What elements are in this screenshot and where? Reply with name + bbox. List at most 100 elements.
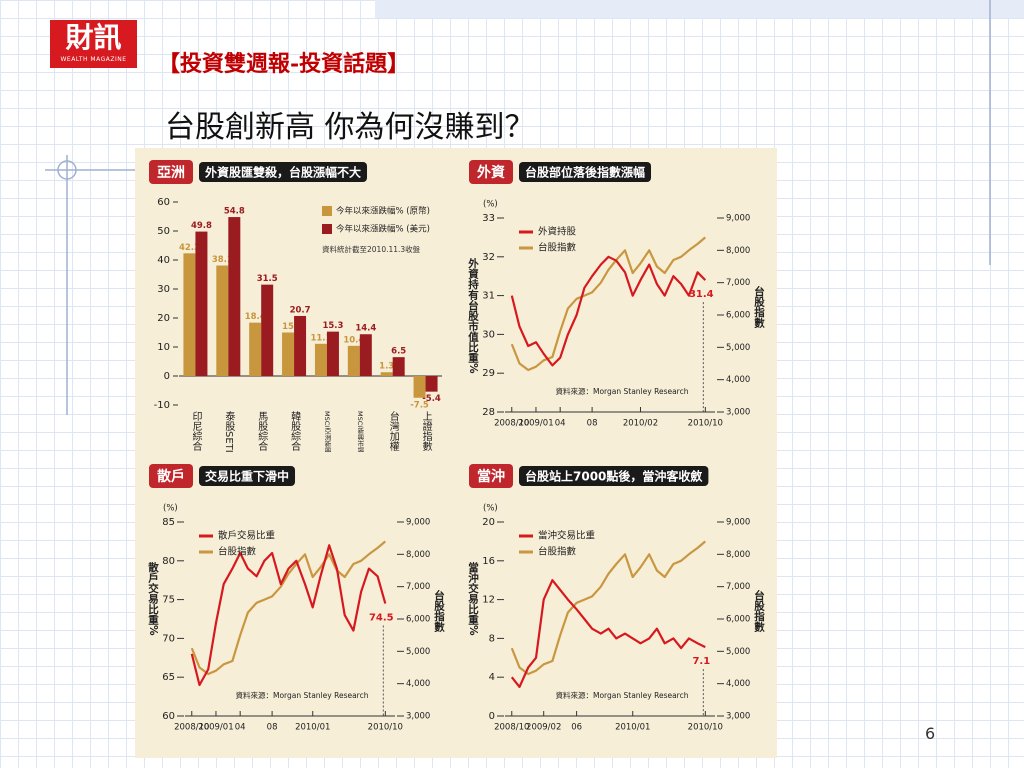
- y2-tick-label: 9,000: [726, 518, 750, 528]
- y-axis-title: 外資持有台股市值比重%: [467, 257, 479, 374]
- title-badge: [199, 162, 368, 182]
- y-tick-label: 75: [162, 595, 175, 606]
- x-tick-label: 06: [571, 723, 582, 733]
- legend-label: 台股指數: [538, 242, 577, 254]
- y2-tick-label: 3,000: [406, 712, 430, 722]
- bar-value-label: 54.8: [224, 207, 245, 217]
- title-badge: [519, 162, 652, 182]
- y2-tick-label: 8,000: [406, 550, 430, 560]
- chart-title: 交易比重下滑中: [205, 469, 289, 484]
- chart-tag: 外資: [477, 164, 505, 181]
- legend-label: 今年以來漲跌幅% (原幣): [336, 206, 430, 217]
- bar-value-label: 18.4: [245, 312, 266, 322]
- x-tick-label: 2010/10: [368, 723, 403, 733]
- y2-tick-label: 7,000: [406, 582, 430, 592]
- y2-axis-title: 台股指數: [753, 589, 765, 633]
- y-tick-label: 0: [164, 371, 170, 382]
- y-tick-label: 30: [482, 329, 495, 340]
- bar-value-label: -5.4: [422, 394, 441, 404]
- chart-panel: 外資 台股部位落後指數漲幅 28 29 30 31 32 33 3,000 4,000 5,000 6…: [467, 160, 765, 429]
- legend-swatch: [322, 224, 332, 234]
- source-note: 資料來源：Morgan Stanley Research: [556, 386, 689, 396]
- annotation: 74.5: [369, 612, 394, 623]
- y-tick-label: 40: [157, 255, 170, 266]
- chart-panel: 當沖 台股站上7000點後，當沖客收斂 0 4 8 12 16 20 3,000 4,000 5,0…: [467, 464, 765, 733]
- slide-title: 台股創新高 你為何沒賺到？: [165, 110, 535, 145]
- x-tick-label: 台灣加權: [387, 410, 399, 452]
- y2-tick-label: 8,000: [726, 246, 750, 256]
- bar: [294, 315, 307, 376]
- y2-tick-label: 4,000: [726, 679, 750, 689]
- y-tick-label: 32: [482, 252, 495, 263]
- y-tick-label: 4: [489, 672, 495, 683]
- chart-title: 台股站上7000點後，當沖客收斂: [525, 469, 703, 484]
- x-tick-label: 2010/02: [623, 419, 658, 429]
- bar-value-label: 42.3: [179, 243, 200, 253]
- y-tick-label: 20: [157, 313, 170, 324]
- y2-tick-label: 9,000: [406, 518, 430, 528]
- legend-label: 台股指數: [218, 546, 257, 558]
- bar-value-label: 11.1: [310, 333, 331, 343]
- x-tick-label: 上證指數: [420, 411, 432, 452]
- bar-value-label: -7.5: [410, 400, 429, 410]
- y2-tick-label: 3,000: [726, 408, 750, 418]
- y-tick-label: 70: [162, 633, 175, 644]
- y2-tick-label: 7,000: [726, 278, 750, 288]
- bar-value-label: 10.4: [343, 335, 364, 345]
- x-tick-label: 08: [587, 419, 598, 429]
- tag-badge: [469, 464, 513, 488]
- x-tick-label: 2010/10: [688, 419, 723, 429]
- y2-tick-label: 7,000: [726, 582, 750, 592]
- bar-value-label: 15: [282, 322, 294, 332]
- y2-tick-label: 5,000: [726, 647, 750, 657]
- y-tick-label: 29: [482, 368, 495, 379]
- y-tick-label: 80: [162, 556, 175, 567]
- title-badge: [199, 466, 296, 486]
- y-tick-label: 20: [482, 517, 495, 528]
- y-unit: (%): [483, 504, 498, 514]
- bar: [359, 334, 372, 376]
- bar-value-label: 6.5: [391, 347, 406, 357]
- bar-value-label: 15.3: [322, 321, 343, 331]
- y2-tick-label: 4,000: [406, 679, 430, 689]
- source-note: 資料來源：Morgan Stanley Research: [236, 690, 369, 700]
- series-line: [510, 540, 707, 676]
- y-tick-label: 0: [489, 711, 495, 722]
- x-tick-label: 韓股綜合: [289, 411, 301, 452]
- legend-label: 當沖交易比重: [538, 530, 596, 542]
- legend-swatch: [322, 206, 332, 216]
- x-tick-label: 2010/10: [688, 723, 723, 733]
- y-axis-title: 當沖交易比重%: [467, 561, 479, 636]
- bar: [425, 376, 438, 392]
- bar: [326, 331, 339, 376]
- kicker: 【投資雙週報-投資話題】: [158, 51, 410, 77]
- x-tick-label: 2009/02: [526, 723, 561, 733]
- annotation: 7.1: [692, 656, 710, 667]
- tag-badge: [149, 464, 193, 488]
- y-tick-label: 16: [482, 556, 495, 567]
- x-tick-label: 2008/10: [494, 723, 529, 733]
- y-tick-label: 65: [162, 672, 175, 683]
- x-tick-label: 2010/01: [615, 723, 650, 733]
- title-badge: [519, 466, 709, 486]
- y-tick-label: 28: [482, 407, 495, 418]
- y-tick-label: 60: [157, 197, 170, 208]
- y2-tick-label: 5,000: [726, 343, 750, 353]
- series-line: [190, 544, 387, 687]
- bar: [249, 322, 262, 376]
- y-unit: (%): [483, 200, 498, 210]
- x-tick-label: 2008/10: [174, 723, 209, 733]
- bar-value-label: 1.3: [379, 362, 394, 372]
- bar-value-label: 38.1: [212, 255, 233, 265]
- x-tick-label: 2010/01: [295, 723, 330, 733]
- source-note: 資料來源：Morgan Stanley Research: [556, 690, 689, 700]
- chart-tag: 亞洲: [157, 165, 185, 181]
- y-tick-label: 33: [482, 213, 495, 224]
- bar-value-label: 49.8: [191, 221, 212, 231]
- bar-value-label: 20.7: [290, 305, 311, 315]
- chart-panel: 散戶 交易比重下滑中 60 65 70 75 80 85 3,000 4,000 5,000 6,00…: [147, 464, 445, 733]
- y2-tick-label: 3,000: [726, 712, 750, 722]
- y2-tick-label: 4,000: [726, 375, 750, 385]
- x-tick-label: 印尼綜合: [190, 411, 202, 452]
